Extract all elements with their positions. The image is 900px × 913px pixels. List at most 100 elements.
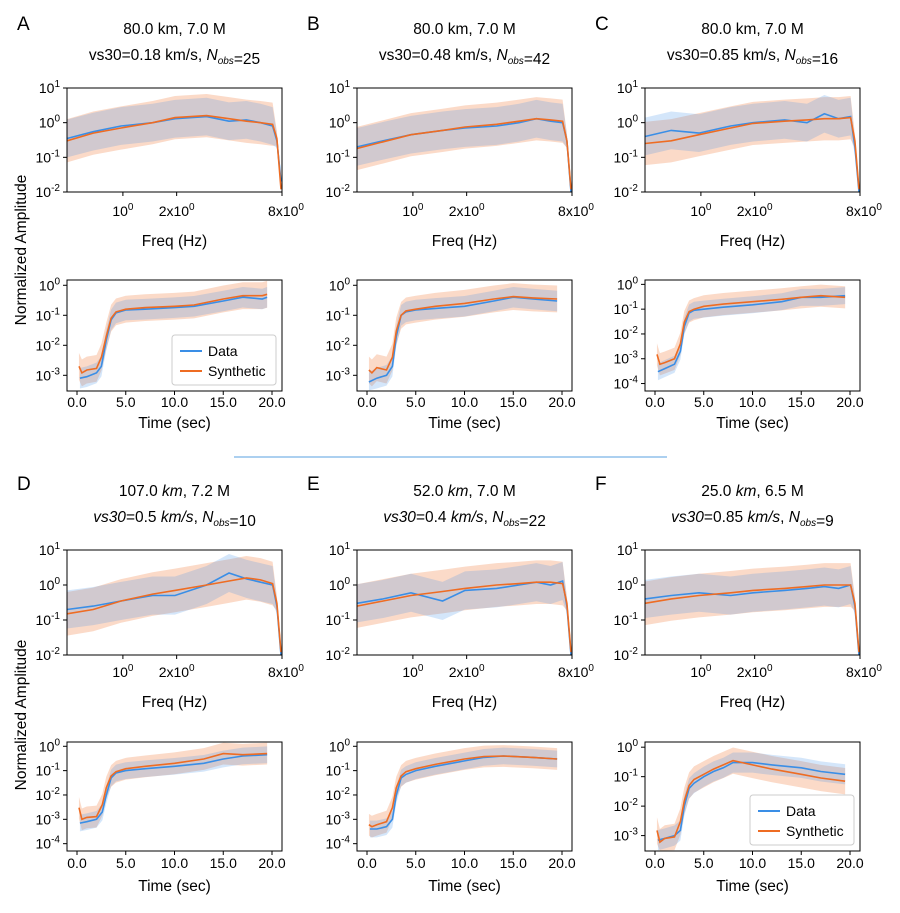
synthetic-envelope-band <box>78 280 268 387</box>
y-tick-label: 10-3 <box>326 810 351 827</box>
y-tick-label: 10-1 <box>326 611 351 628</box>
y-tick-label: 10-1 <box>36 762 61 779</box>
freq-axes-frame <box>66 87 283 193</box>
freq-axes-frame <box>356 549 573 656</box>
data-spread-band <box>67 553 282 655</box>
y-tick-label: 100 <box>39 737 61 754</box>
panel-c: C 80.0 km, 7.0 M vs30=0.85 km/s, Nobs=16 10… <box>595 14 882 432</box>
panel-f: F 25.0 km, 6.5 M vs30=0.85 km/s, Nobs=9 101… <box>595 474 882 895</box>
x-tick-label: 10.0 <box>451 855 478 871</box>
y-tick-label: 10-4 <box>614 375 639 392</box>
panel-d: D 107.0 km, 7.2 M vs30=0.5 km/s, Nobs=10 10… <box>17 474 304 895</box>
panel-a: A 80.0 km, 7.0 M vs30=0.18 km/s, Nobs=25 10… <box>17 14 304 432</box>
x-tick-label: 20.0 <box>258 394 285 410</box>
synthetic-envelope-line <box>368 295 558 375</box>
x-axis-label: Time (sec) <box>428 878 501 895</box>
legend-entry: Data <box>786 803 816 819</box>
y-tick-label: 10-1 <box>36 306 61 323</box>
y-tick-label: 10-3 <box>36 366 61 383</box>
x-tick-label: 100 <box>690 202 712 219</box>
data-spread-band <box>645 565 860 655</box>
y-tick-label: 10-1 <box>326 762 351 779</box>
x-tick-label: 8x100 <box>846 663 882 680</box>
x-tick-label: 100 <box>402 663 424 680</box>
x-tick-label: 15.0 <box>210 855 237 871</box>
panel-title: 107.0 km, 7.2 M <box>119 483 230 500</box>
y-tick-label: 100 <box>329 276 351 293</box>
y-tick-label: 101 <box>329 541 351 558</box>
panel-title: 52.0 km, 7.0 M <box>413 483 516 500</box>
data-envelope-band <box>79 746 268 832</box>
synthetic-spectrum-line <box>66 577 282 653</box>
y-tick-label: 10-3 <box>614 827 639 844</box>
panel-subtitle: vs30=0.18 km/s, Nobs=25 <box>89 47 260 68</box>
y-tick-label: 100 <box>329 737 351 754</box>
data-spread-band <box>357 99 572 192</box>
x-tick-label: 2x100 <box>159 663 195 680</box>
y-tick-label: 101 <box>329 79 351 96</box>
freq-axes-frame <box>644 549 861 656</box>
x-tick-label: 5.0 <box>116 855 136 871</box>
x-tick-label: 100 <box>112 202 134 219</box>
panel-subtitle: vs30=0.5 km/s, Nobs=10 <box>93 509 256 530</box>
y-tick-label: 101 <box>617 541 639 558</box>
y-axis-label: Normalized Amplitude <box>13 175 30 326</box>
y-tick-label: 10-2 <box>614 797 639 814</box>
x-tick-label: 2x100 <box>449 202 485 219</box>
x-tick-label: 10.0 <box>739 855 766 871</box>
y-tick-label: 100 <box>617 114 639 131</box>
legend-entry: Data <box>208 343 238 359</box>
freq-axes-frame <box>644 87 861 193</box>
x-tick-label: 15.0 <box>210 394 237 410</box>
x-tick-label: 15.0 <box>788 855 815 871</box>
x-tick-label: 20.0 <box>258 855 285 871</box>
x-axis-label: Time (sec) <box>138 878 211 895</box>
y-tick-label: 10-2 <box>36 646 61 663</box>
synthetic-envelope-line <box>368 755 558 828</box>
legend-box <box>749 794 855 846</box>
x-tick-label: 2x100 <box>449 663 485 680</box>
y-tick-label: 10-1 <box>614 148 639 165</box>
y-tick-label: 10-2 <box>326 183 351 200</box>
y-tick-label: 10-2 <box>36 786 61 803</box>
x-tick-label: 0.0 <box>67 394 87 410</box>
synthetic-spectrum-line <box>356 117 572 190</box>
x-tick-label: 20.0 <box>836 855 863 871</box>
x-axis-label: Freq (Hz) <box>432 694 497 711</box>
x-tick-label: 15.0 <box>500 855 527 871</box>
data-envelope-line <box>79 753 268 824</box>
synthetic-spectrum-line <box>644 116 860 190</box>
x-tick-label: 8x100 <box>268 663 304 680</box>
x-tick-label: 20.0 <box>836 394 863 410</box>
x-axis-label: Time (sec) <box>138 415 211 432</box>
y-tick-label: 10-3 <box>36 810 61 827</box>
y-tick-label: 101 <box>39 79 61 96</box>
synthetic-envelope-line <box>656 294 846 366</box>
y-tick-label: 10-1 <box>614 611 639 628</box>
legend-entry: Synthetic <box>786 823 844 839</box>
x-axis-label: Freq (Hz) <box>720 233 785 250</box>
synthetic-spectrum-line <box>66 114 282 190</box>
y-tick-label: 10-2 <box>326 786 351 803</box>
x-tick-label: 8x100 <box>268 202 304 219</box>
y-tick-label: 100 <box>329 576 351 593</box>
y-tick-label: 10-1 <box>614 300 639 317</box>
x-axis-label: Time (sec) <box>716 415 789 432</box>
x-tick-label: 2x100 <box>737 663 773 680</box>
x-axis-label: Freq (Hz) <box>142 233 207 250</box>
data-envelope-band <box>657 287 846 381</box>
legend: Data Synthetic <box>171 334 277 386</box>
panel-subtitle: vs30=0.4 km/s, Nobs=22 <box>383 509 546 530</box>
y-tick-label: 10-2 <box>614 183 639 200</box>
y-tick-label: 100 <box>617 738 639 755</box>
y-tick-label: 100 <box>329 114 351 131</box>
x-tick-label: 5.0 <box>406 394 426 410</box>
y-tick-label: 10-2 <box>36 183 61 200</box>
x-tick-label: 5.0 <box>694 394 714 410</box>
panel-letter: F <box>595 474 607 495</box>
panel-e: E 52.0 km, 7.0 M vs30=0.4 km/s, Nobs=22 101… <box>307 474 594 895</box>
y-tick-label: 10-1 <box>326 148 351 165</box>
data-envelope-line <box>368 296 558 383</box>
x-tick-label: 0.0 <box>357 394 377 410</box>
